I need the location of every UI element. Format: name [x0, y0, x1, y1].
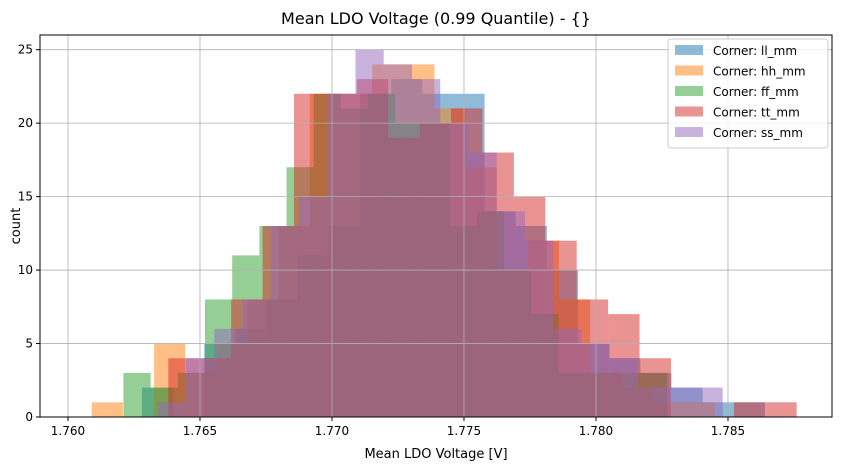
y-tick-label: 5 [25, 337, 33, 351]
legend-swatch [675, 106, 703, 117]
x-tick-label: 1.780 [579, 424, 613, 438]
legend-label: Corner: hh_mm [713, 65, 806, 79]
chart-title: Mean LDO Voltage (0.99 Quantile) - {} [281, 9, 591, 28]
legend-label: Corner: tt_mm [713, 106, 800, 120]
x-axis-ticks: 1.760 1.765 1.770 1.775 1.780 1.785 [51, 417, 745, 438]
histogram-bar [637, 387, 667, 417]
legend-swatch [675, 45, 703, 55]
legend-label: Corner: ss_mm [713, 126, 803, 140]
histogram-bar [411, 79, 441, 418]
x-tick-label: 1.765 [183, 424, 217, 438]
y-axis-label: count [9, 208, 24, 245]
x-axis-label: Mean LDO Voltage [V] [364, 447, 507, 462]
histogram-bar [327, 93, 356, 418]
legend-label: Corner: ff_mm [713, 85, 799, 99]
x-tick-label: 1.770 [315, 424, 349, 438]
y-tick-label: 25 [18, 43, 33, 57]
histogram-bar [355, 49, 384, 417]
legend-box [667, 38, 829, 149]
y-tick-label: 0 [25, 410, 33, 424]
legend-entry: Corner: ll_mm [675, 44, 797, 58]
y-tick-label: 10 [18, 263, 33, 277]
histogram-bar [765, 402, 797, 417]
histogram-bar [242, 299, 271, 417]
legend-swatch [675, 86, 703, 96]
x-tick-label: 1.785 [711, 424, 745, 438]
legend-label: Corner: ll_mm [713, 44, 797, 58]
histogram-bar [553, 328, 582, 417]
legend-entry: Corner: ff_mm [675, 85, 799, 99]
legend-swatch [675, 127, 703, 137]
y-axis-ticks: 0 5 10 15 20 25 [18, 43, 40, 424]
histogram-bar [609, 358, 638, 417]
histogram-bar [157, 402, 186, 417]
series-cornerss_mm [157, 49, 723, 418]
histogram-bar [468, 152, 497, 418]
histogram-bar [496, 211, 525, 417]
x-tick-label: 1.775 [447, 424, 481, 438]
histogram-bar [298, 196, 328, 417]
x-tick-label: 1.760 [51, 424, 85, 438]
histogram-bar [383, 64, 412, 417]
histogram-bar [666, 387, 695, 417]
legend-entry: Corner: ss_mm [675, 126, 803, 140]
y-tick-label: 15 [18, 190, 33, 204]
histogram-bar [270, 226, 299, 417]
legend-entry: Corner: hh_mm [675, 65, 806, 79]
histogram-bar [733, 402, 766, 417]
histogram-bar [91, 402, 123, 417]
legend-entry: Corner: tt_mm [675, 106, 800, 120]
histogram-bar [694, 387, 723, 417]
axes-frame [39, 34, 833, 418]
histogram-bar [123, 372, 151, 417]
y-tick-label: 20 [18, 116, 33, 130]
legend: Corner: ll_mm Corner: hh_mm Corner: ff_mm C… [667, 38, 829, 149]
legend-swatch [675, 65, 703, 76]
histogram-bar [524, 240, 554, 417]
histogram-bar [214, 328, 243, 417]
